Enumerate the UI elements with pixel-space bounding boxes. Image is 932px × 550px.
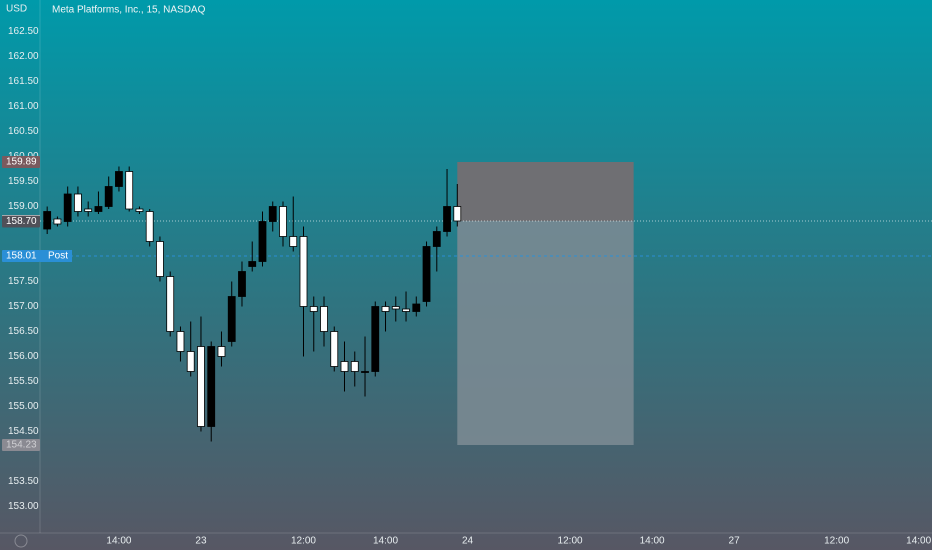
x-tick-label: 12:00 <box>824 536 849 547</box>
y-tick-label: 156.50 <box>8 326 39 337</box>
price-badge-label: 154.23 <box>6 440 37 451</box>
x-tick-label: 27 <box>729 536 741 547</box>
y-tick-label: 161.50 <box>8 76 39 87</box>
candle-body <box>432 231 441 247</box>
candle-body <box>227 296 236 342</box>
candle-body <box>443 206 451 232</box>
y-tick-label: 157.50 <box>8 276 39 287</box>
candle-body <box>340 361 349 372</box>
candle-body <box>412 303 421 312</box>
y-tick-label: 154.50 <box>8 426 39 437</box>
y-tick-label: 155.00 <box>8 401 39 412</box>
candle-body <box>402 308 410 312</box>
candle-body <box>361 371 369 373</box>
price-badge-label: 159.89 <box>6 157 37 168</box>
candle-body <box>309 306 318 312</box>
price-badge <box>2 439 40 451</box>
x-tick-label: 14:00 <box>373 536 398 547</box>
x-tick-label: 12:00 <box>558 536 583 547</box>
candle-body <box>299 236 308 307</box>
x-tick-label: 12:00 <box>291 536 316 547</box>
candle-body <box>391 306 400 310</box>
x-tick-label: 14:00 <box>640 536 665 547</box>
candle-body <box>186 351 195 372</box>
y-tick-label: 160.50 <box>8 126 39 137</box>
x-tick-label: 23 <box>195 536 207 547</box>
candle-body <box>217 346 226 357</box>
y-tick-label: 159.50 <box>8 176 39 187</box>
price-badge <box>2 215 40 228</box>
price-badge-label: 158.70 <box>6 216 37 227</box>
candle-body <box>320 306 328 332</box>
stop-zone <box>457 162 634 221</box>
target-zone <box>457 221 634 445</box>
x-tick-label: 24 <box>462 536 474 547</box>
candle-body <box>248 261 257 267</box>
price-badge <box>2 156 40 168</box>
candle-body <box>381 306 390 312</box>
candle-body <box>176 331 185 352</box>
candle-body <box>258 221 267 262</box>
chart-title: Meta Platforms, Inc., 15, NASDAQ <box>52 5 206 16</box>
candle-body <box>279 206 287 237</box>
candle-body <box>135 208 144 212</box>
candle-body <box>330 331 339 367</box>
price-badge-tag <box>40 250 72 262</box>
x-tick-label: 14:00 <box>106 536 131 547</box>
y-tick-label: 155.50 <box>8 376 39 387</box>
candle-body <box>350 361 359 372</box>
candle-body <box>94 206 103 212</box>
y-tick-label: 157.00 <box>8 301 39 312</box>
price-badge-label: 158.01 <box>6 251 37 262</box>
x-tick-label: 14:00 <box>906 536 931 547</box>
candle-body <box>238 271 246 297</box>
y-tick-label: 153.00 <box>8 501 39 512</box>
candle-body <box>115 171 123 187</box>
candle-body <box>74 193 82 212</box>
y-tick-label: 153.50 <box>8 476 39 487</box>
candle-body <box>371 306 380 372</box>
currency: USD <box>6 4 27 15</box>
price-badge-tag-label: Post <box>48 251 68 262</box>
y-tick-label: 159.00 <box>8 201 39 212</box>
candle-body <box>125 171 134 210</box>
candle-body <box>453 206 462 222</box>
candle-body <box>104 186 113 207</box>
candle-body <box>63 193 72 222</box>
y-tick-label: 161.00 <box>8 101 39 112</box>
candle-body <box>84 208 93 212</box>
y-tick-label: 162.50 <box>8 26 39 37</box>
candle-body <box>197 346 205 427</box>
candle-body <box>268 206 277 222</box>
y-tick-label: 162.00 <box>8 51 39 62</box>
candle-body <box>53 218 62 225</box>
candle-body <box>43 211 52 230</box>
candle-body <box>145 211 154 242</box>
candle-body <box>289 236 298 247</box>
settings-icon[interactable] <box>14 534 28 548</box>
candle-body <box>207 346 216 427</box>
candle-body <box>422 246 431 302</box>
y-tick-label: 156.00 <box>8 351 39 362</box>
price-badge <box>2 250 40 262</box>
candle-body <box>156 241 164 277</box>
candle-body <box>166 276 175 332</box>
